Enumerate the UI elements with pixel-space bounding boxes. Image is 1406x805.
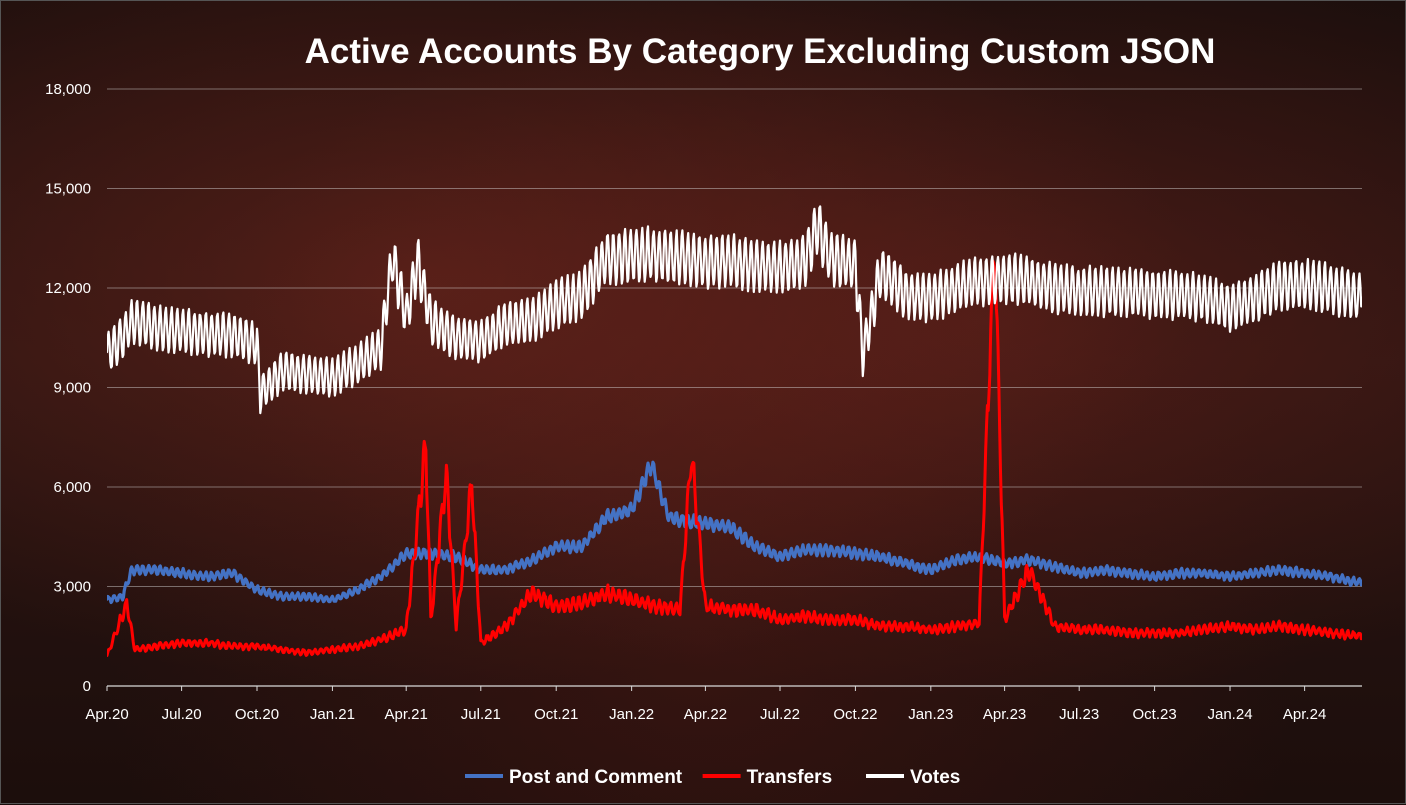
legend-label: Post and Comment <box>509 767 683 788</box>
x-axis: Apr.20 Jul.20 Oct.20 Jan.21 Apr.21 Jul.21 Oct.… <box>85 685 1362 723</box>
x-tick-label: Jan.21 <box>310 706 355 723</box>
series-line-votes <box>107 205 1362 415</box>
legend: Post and Comment Transfers Votes <box>465 767 960 788</box>
x-tick-label: Jan.22 <box>609 706 654 723</box>
y-tick-label: 0 <box>83 678 91 695</box>
x-tick-label: Oct.21 <box>534 706 578 723</box>
x-tick-label: Oct.22 <box>833 706 877 723</box>
legend-label: Transfers <box>747 767 833 788</box>
series-group <box>107 205 1362 657</box>
y-axis: 0 3,000 6,000 9,000 12,000 15,000 18,000 <box>45 81 91 695</box>
y-tick-label: 6,000 <box>53 479 91 496</box>
y-tick-label: 12,000 <box>45 280 91 297</box>
x-tick-label: Jul.23 <box>1059 706 1099 723</box>
x-tick-label: Jul.20 <box>162 706 202 723</box>
x-tick-label: Jan.23 <box>908 706 953 723</box>
y-tick-label: 18,000 <box>45 81 91 98</box>
x-tick-label: Jul.21 <box>461 706 501 723</box>
x-tick-label: Oct.23 <box>1133 706 1177 723</box>
x-tick-label: Jan.24 <box>1208 706 1253 723</box>
legend-item: Post and Comment <box>465 767 683 788</box>
legend-item: Votes <box>866 767 960 788</box>
series-line-post-and-comment <box>107 460 1362 605</box>
grid-lines <box>107 88 1362 587</box>
x-tick-label: Oct.20 <box>235 706 279 723</box>
y-tick-label: 9,000 <box>53 380 91 397</box>
legend-item: Transfers <box>702 767 833 788</box>
legend-label: Votes <box>910 767 960 788</box>
x-tick-label: Jul.22 <box>760 706 800 723</box>
x-tick-label: Apr.20 <box>85 706 128 723</box>
y-tick-label: 15,000 <box>45 181 91 198</box>
series-line-transfers <box>107 259 1362 657</box>
x-tick-label: Apr.22 <box>684 706 727 723</box>
x-tick-label: Apr.24 <box>1283 706 1326 723</box>
chart-title: Active Accounts By Category Excluding Cu… <box>305 32 1216 71</box>
y-tick-label: 3,000 <box>53 579 91 596</box>
x-tick-label: Apr.23 <box>983 706 1026 723</box>
x-tick-label: Apr.21 <box>385 706 428 723</box>
